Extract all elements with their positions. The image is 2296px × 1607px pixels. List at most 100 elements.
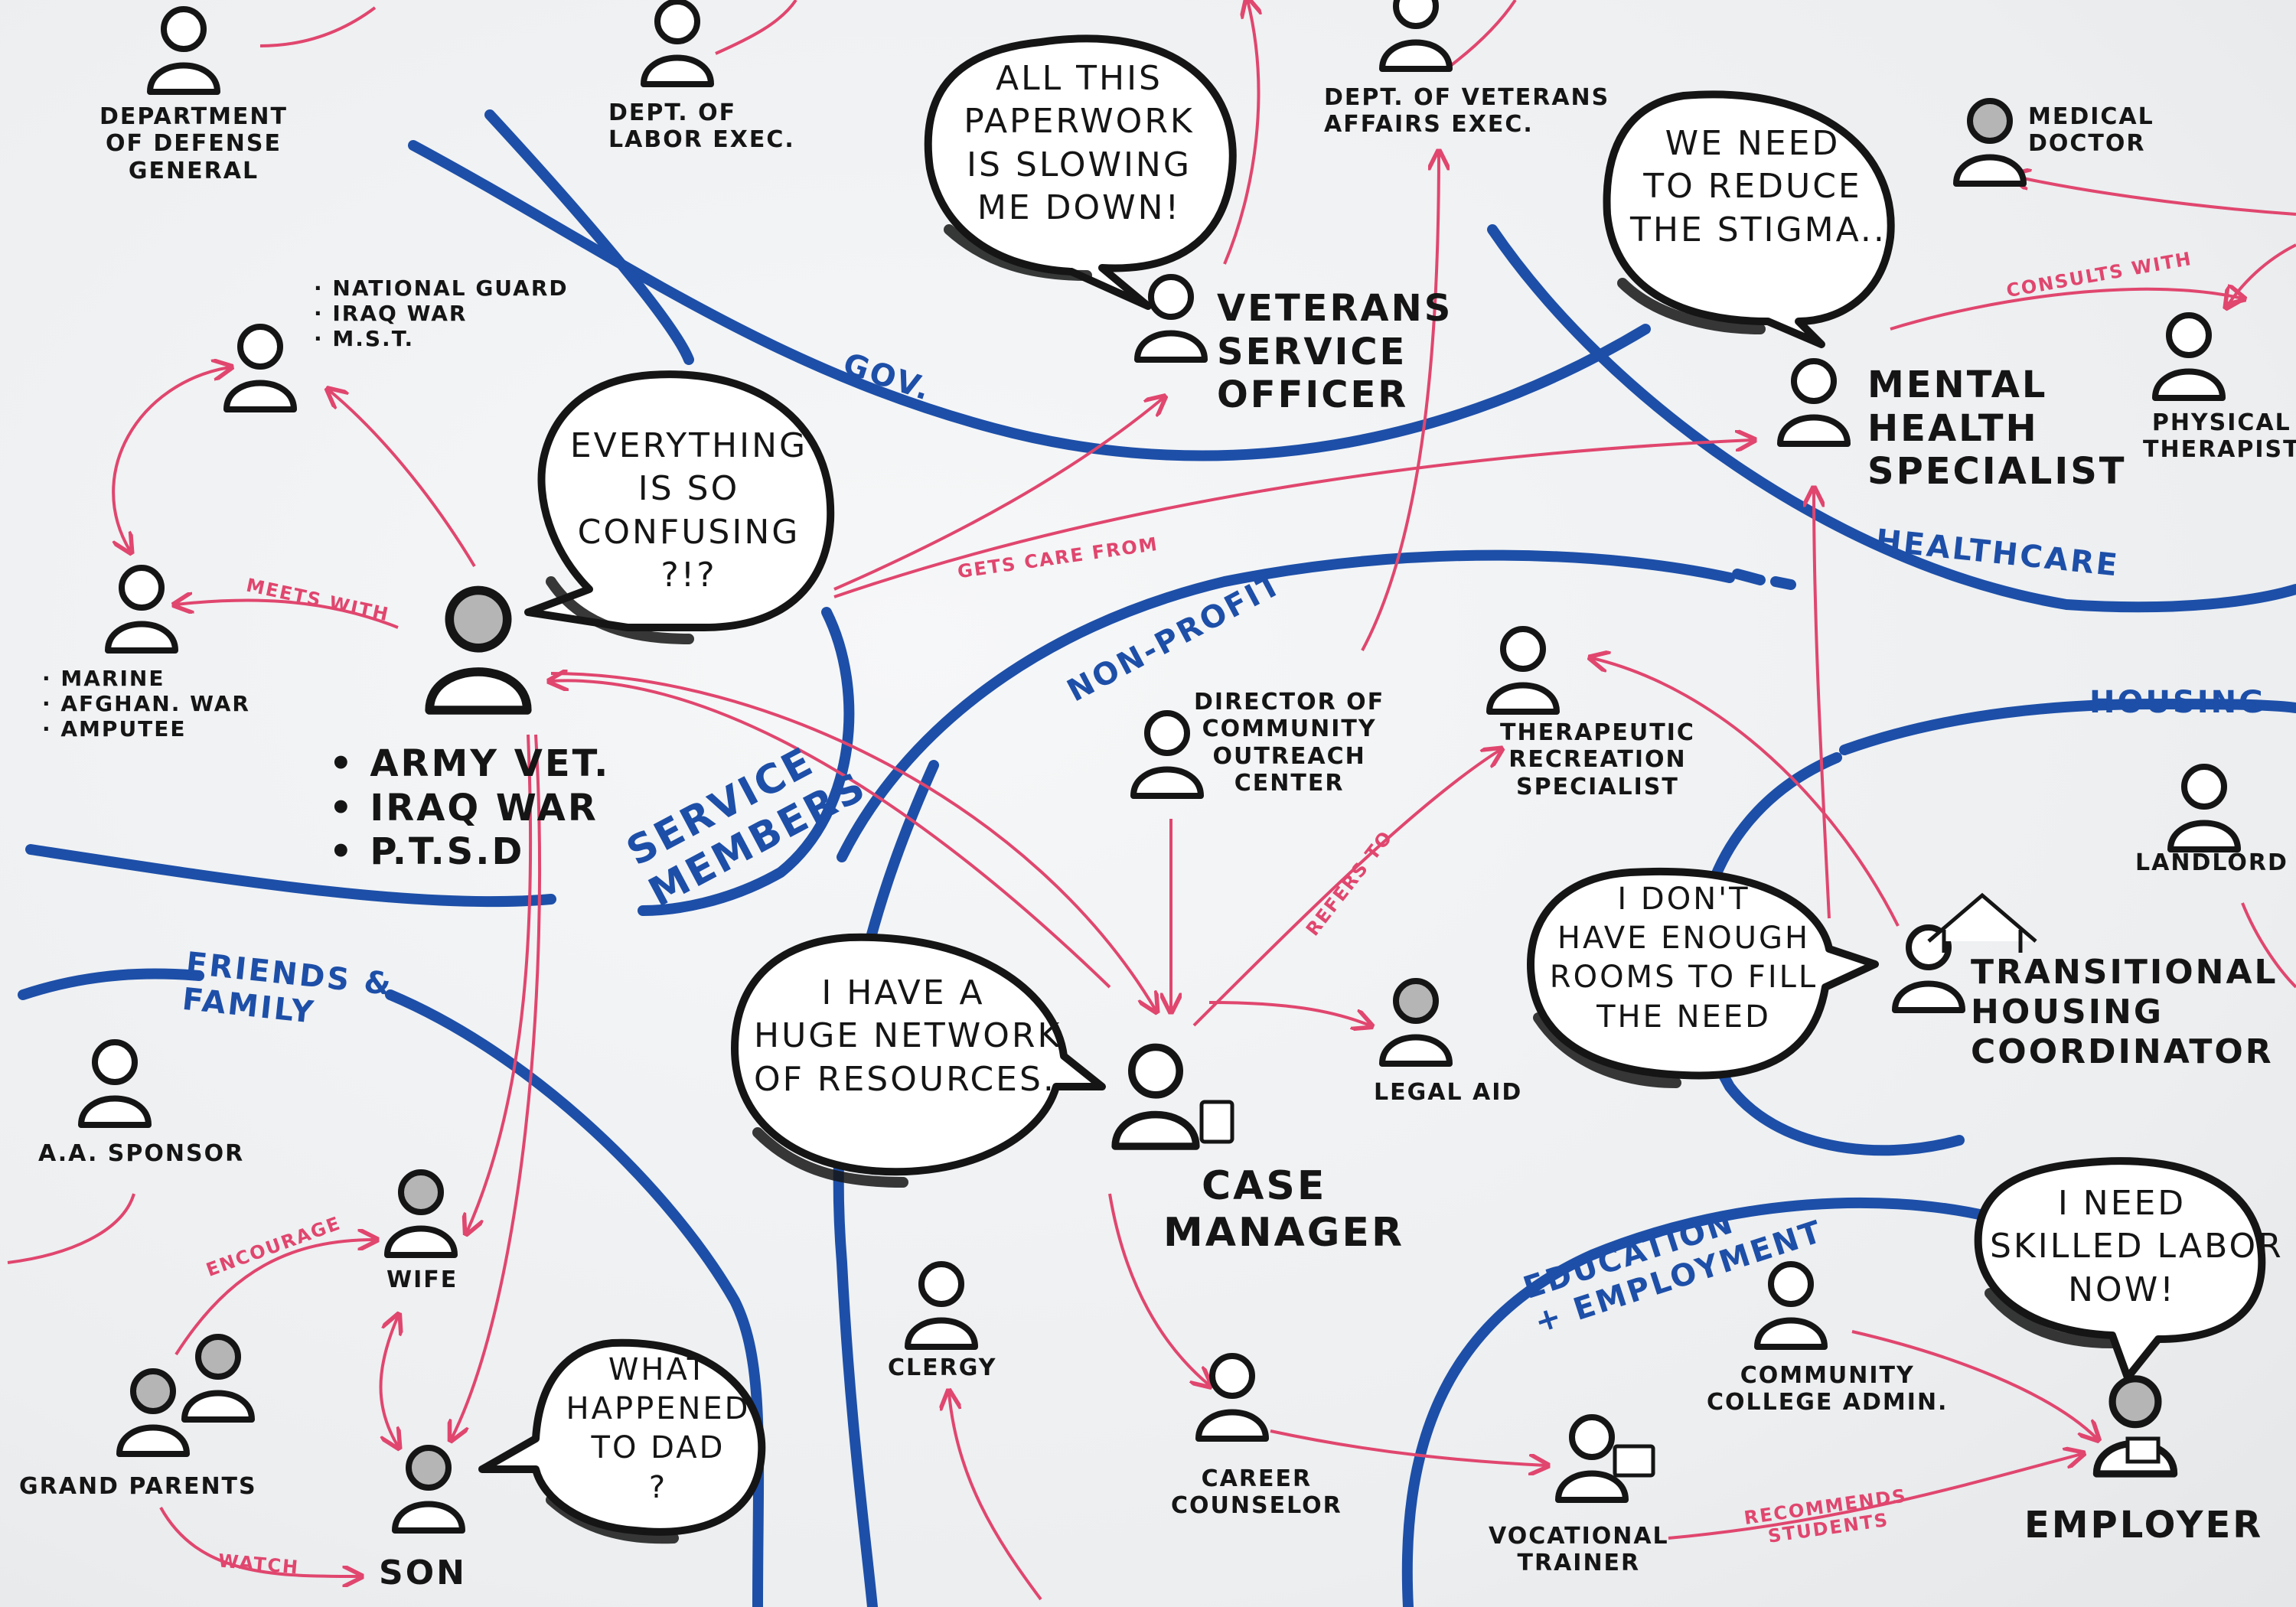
arrow-case-to-legal — [1208, 1001, 1370, 1025]
arrow-vet-to-mental-health — [833, 440, 1753, 598]
bubble-line: HUGE NETWORK — [754, 1016, 1062, 1056]
arrow-top-vso — [1223, 0, 1258, 265]
label-marine-traits: · MARINE · AFGHAN. WAR · AMPUTEE — [42, 666, 250, 742]
bubble-line: I NEED — [2057, 1184, 2187, 1223]
relation-arrows — [7, 0, 2296, 1601]
gov-sector-line — [408, 140, 1651, 461]
nonprofit-dash — [1732, 569, 1796, 590]
bubble-line: THE STIGMA... — [1630, 210, 1900, 249]
label-line: HOUSING — [1971, 992, 2164, 1032]
label-line: OUTREACH — [1212, 742, 1366, 770]
outreach-director-icon — [1133, 713, 1201, 796]
label-line: THERAPIST — [2143, 436, 2296, 464]
physical-therapist-icon — [2155, 315, 2223, 398]
label-line: COMMUNITY — [1740, 1362, 1915, 1389]
computer-icon — [1613, 1444, 1655, 1478]
bubble-line: ALL THIS — [996, 59, 1163, 98]
bubble-line: HAVE ENOUGH — [1557, 921, 1811, 957]
aa-sponsor-icon — [81, 1042, 148, 1125]
label-line: TRAINER — [1517, 1550, 1641, 1577]
clipboard-icon — [1199, 1100, 1234, 1144]
arrow-career-to-trainer — [1270, 1429, 1546, 1465]
career-counselor-icon — [1199, 1356, 1266, 1439]
bubble-dad: WHAT HAPPENED TO DAD ? — [563, 1351, 754, 1508]
education-sector-line — [1401, 1197, 1995, 1607]
rec-specialist-icon — [1489, 629, 1557, 712]
label-line: TRANSITIONAL — [1971, 953, 2278, 992]
label-line: DEPARTMENT — [99, 103, 288, 130]
label-grandparents: GRAND PARENTS — [19, 1473, 257, 1500]
landlord-icon — [2170, 767, 2238, 849]
label-line: MEDICAL — [2028, 103, 2154, 130]
bubble-paperwork-shape — [924, 34, 1237, 310]
label-line: • P.T.S.D — [329, 830, 525, 874]
bubble-line: ME DOWN! — [977, 187, 1182, 227]
arrow-outreach-to-va — [1361, 153, 1439, 651]
bubble-line: NOW! — [2068, 1270, 2176, 1309]
marine-vet-icon — [108, 568, 175, 650]
label-line: COLLEGE ADMIN. — [1707, 1389, 1949, 1416]
briefcase-icon — [2125, 1436, 2161, 1464]
bubble-skilled: I NEED SKILLED LABOR NOW! — [1990, 1182, 2284, 1312]
housing-sector-line — [1839, 698, 2296, 755]
arrow-vet-to-case-manager — [550, 672, 1156, 1010]
bubble-line: WHAT — [608, 1352, 709, 1387]
arrow-top-va — [1445, 0, 1517, 70]
bubble-line: IS SO — [638, 469, 740, 509]
bubble-line: SKILLED LABOR — [1990, 1227, 2284, 1266]
arrow-wife-son — [379, 1316, 399, 1446]
grandparent-1-icon — [119, 1371, 187, 1454]
label-line: VOCATIONAL — [1489, 1523, 1669, 1550]
arrow-case-manager-to-vet — [551, 680, 1111, 989]
nonprofit-lower-line — [833, 760, 939, 1607]
label-line: · NATIONAL GUARD — [314, 275, 569, 301]
bubble-line: ? — [648, 1469, 668, 1505]
label-career-counselor: CAREER COUNSELOR — [1171, 1465, 1342, 1520]
label-line: DEPT. OF — [608, 99, 737, 126]
bubble-line: TO REDUCE — [1643, 167, 1862, 207]
service-members-curve — [638, 607, 855, 916]
label-vso: VETERANS SERVICE OFFICER — [1217, 287, 1453, 417]
label-line: MANAGER — [1163, 1210, 1404, 1257]
label-line: CASE — [1202, 1163, 1327, 1209]
legal-aid-icon — [1382, 981, 1450, 1064]
dol-exec-icon — [644, 2, 711, 84]
label-line: SERVICE — [1217, 330, 1407, 373]
label-line: DOCTOR — [2028, 130, 2146, 158]
label-line: LABOR EXEC. — [608, 126, 795, 154]
arrow-top-dol — [715, 0, 797, 55]
bubble-confusing-shape — [524, 370, 835, 631]
bubble-line: I DON'T — [1617, 882, 1750, 917]
label-legal-aid: LEGAL AID — [1374, 1079, 1523, 1106]
arrow-clergy-in — [949, 1393, 1042, 1601]
label-line: COORDINATOR — [1971, 1032, 2274, 1071]
label-line: · M.S.T. — [314, 326, 415, 352]
arrow-vet-to-wife — [467, 734, 533, 1232]
label-clergy: CLERGY — [888, 1354, 997, 1381]
bubble-network-shape — [731, 933, 1106, 1176]
label-line: SPECIALIST — [1867, 450, 2127, 494]
label-medical-doctor: MEDICAL DOCTOR — [2028, 103, 2154, 158]
son-icon — [395, 1448, 462, 1530]
bubble-line: TO DAD — [591, 1430, 726, 1466]
arrow-aa-sponsor — [7, 1193, 135, 1264]
arrow-housing-to-rec — [1592, 658, 1900, 927]
label-line: AFFAIRS EXEC. — [1324, 111, 1534, 139]
label-aa-sponsor: A.A. SPONSOR — [38, 1140, 245, 1167]
college-admin-icon — [1757, 1264, 1825, 1347]
bubble-line: ROOMS TO FILL — [1549, 960, 1818, 996]
gov-crossing-line — [484, 109, 694, 365]
arrow-college-to-employer — [1851, 1330, 2097, 1439]
bubble-rooms-shape — [1527, 867, 1879, 1080]
arrow-to-doctor — [2013, 176, 2296, 216]
arrow-marine-guard — [112, 367, 230, 551]
wife-icon — [387, 1172, 455, 1255]
label-mental-health: MENTAL HEALTH SPECIALIST — [1867, 363, 2127, 494]
label-guard-traits: · NATIONAL GUARD · IRAQ WAR · M.S.T. — [314, 275, 569, 351]
bubble-network: I HAVE A HUGE NETWORK OF RESOURCES. — [754, 972, 1062, 1101]
bubble-stigma-shape — [1603, 90, 1895, 348]
label-physical-therapist: PHYSICAL THERAPIST — [2143, 409, 2296, 464]
label-line: GENERAL — [128, 157, 259, 184]
